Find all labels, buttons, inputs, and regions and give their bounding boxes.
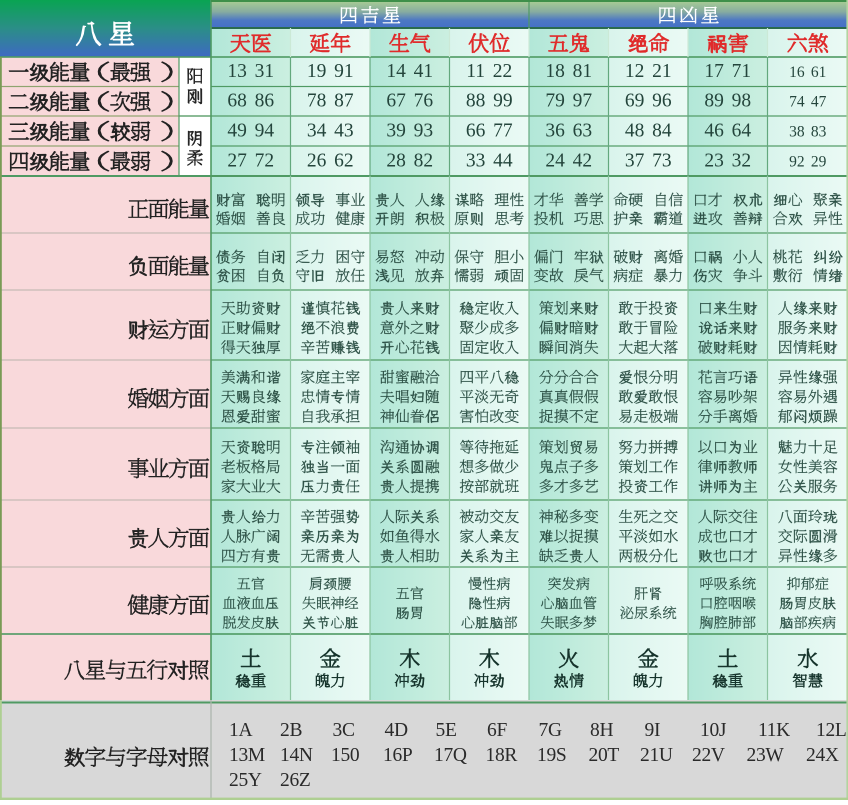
svg-text:18 81: 18 81 — [545, 61, 592, 82]
svg-text:5E: 5E — [436, 720, 457, 741]
svg-text:14 41: 14 41 — [386, 61, 433, 82]
svg-text:39 93: 39 93 — [386, 120, 433, 141]
svg-text:88 99: 88 99 — [466, 91, 513, 112]
svg-text:22V: 22V — [692, 745, 725, 766]
svg-text:11 22: 11 22 — [466, 61, 512, 82]
svg-text:10J: 10J — [700, 720, 727, 741]
svg-text:74 47: 74 47 — [789, 94, 827, 111]
svg-text:9I: 9I — [645, 720, 661, 741]
svg-text:13M: 13M — [229, 745, 265, 766]
svg-text:20T: 20T — [589, 745, 620, 766]
svg-text:6F: 6F — [487, 720, 507, 741]
svg-text:16 61: 16 61 — [789, 64, 826, 81]
svg-text:78 87: 78 87 — [307, 91, 354, 112]
svg-text:1A: 1A — [229, 720, 252, 741]
svg-text:18R: 18R — [486, 745, 518, 766]
svg-text:2B: 2B — [280, 720, 302, 741]
svg-text:23W: 23W — [747, 745, 785, 766]
svg-text:68 86: 68 86 — [227, 91, 274, 112]
svg-text:36 63: 36 63 — [545, 120, 592, 141]
svg-text:3C: 3C — [333, 720, 355, 741]
svg-text:13 31: 13 31 — [227, 61, 274, 82]
svg-text:69 96: 69 96 — [625, 91, 672, 112]
svg-text:17 71: 17 71 — [704, 61, 751, 82]
svg-text:49 94: 49 94 — [227, 120, 274, 141]
svg-text:12 21: 12 21 — [625, 61, 672, 82]
svg-text:24X: 24X — [806, 745, 839, 766]
svg-text:34 43: 34 43 — [307, 120, 354, 141]
svg-text:21U: 21U — [640, 745, 673, 766]
svg-text:8H: 8H — [590, 720, 613, 741]
svg-text:38 83: 38 83 — [789, 123, 827, 140]
svg-text:19 91: 19 91 — [307, 61, 354, 82]
svg-text:12L: 12L — [816, 720, 847, 741]
svg-text:33 44: 33 44 — [466, 150, 513, 171]
svg-text:67 76: 67 76 — [386, 91, 433, 112]
svg-text:4D: 4D — [385, 720, 408, 741]
svg-text:17Q: 17Q — [434, 745, 467, 766]
svg-text:28 82: 28 82 — [386, 150, 433, 171]
svg-text:26Z: 26Z — [280, 770, 311, 791]
svg-text:79 97: 79 97 — [545, 91, 592, 112]
svg-text:92 29: 92 29 — [789, 153, 827, 170]
svg-text:89 98: 89 98 — [704, 91, 751, 112]
svg-text:26 62: 26 62 — [307, 150, 354, 171]
svg-text:48 84: 48 84 — [625, 120, 672, 141]
svg-text:150: 150 — [331, 745, 359, 766]
svg-text:46 64: 46 64 — [704, 120, 751, 141]
svg-text:16P: 16P — [383, 745, 413, 766]
svg-text:14N: 14N — [280, 745, 313, 766]
svg-text:27 72: 27 72 — [227, 150, 274, 171]
svg-text:66 77: 66 77 — [466, 120, 513, 141]
svg-text:23 32: 23 32 — [704, 150, 751, 171]
svg-text:37 73: 37 73 — [625, 150, 672, 171]
svg-text:25Y: 25Y — [229, 770, 262, 791]
svg-text:19S: 19S — [537, 745, 566, 766]
svg-text:7G: 7G — [539, 720, 562, 741]
svg-text:24 42: 24 42 — [545, 150, 592, 171]
svg-text:11K: 11K — [758, 720, 790, 741]
